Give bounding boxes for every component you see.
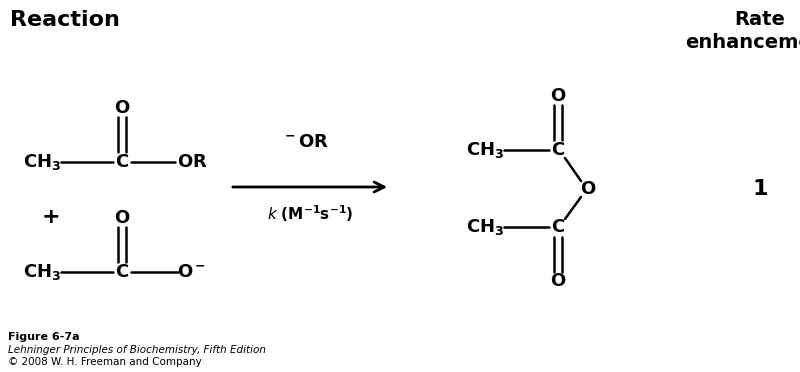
Text: $\mathbf{CH_3}$: $\mathbf{CH_3}$	[23, 152, 61, 172]
Text: $\mathbf{O}$: $\mathbf{O}$	[114, 209, 130, 227]
Text: $\mathbf{CH_3}$: $\mathbf{CH_3}$	[466, 217, 504, 237]
Text: Reaction: Reaction	[10, 10, 120, 30]
Text: $\mathbf{C}$: $\mathbf{C}$	[115, 153, 129, 171]
Text: $\mathbf{C}$: $\mathbf{C}$	[551, 141, 565, 159]
Text: $\mathbf{O}$: $\mathbf{O}$	[550, 272, 566, 290]
Text: 1: 1	[752, 179, 768, 199]
Text: $\mathbf{C}$: $\mathbf{C}$	[115, 263, 129, 281]
Text: $\mathbf{{}^-OR}$: $\mathbf{{}^-OR}$	[282, 133, 329, 151]
Text: Rate
enhancement: Rate enhancement	[685, 10, 800, 52]
Text: $\mathbf{CH_3}$: $\mathbf{CH_3}$	[466, 140, 504, 160]
Text: Figure 6-7a: Figure 6-7a	[8, 332, 80, 342]
Text: $\mathbf{O}$: $\mathbf{O}$	[114, 99, 130, 117]
Text: $\mathbf{C}$: $\mathbf{C}$	[551, 218, 565, 236]
Text: Lehninger Principles of Biochemistry, Fifth Edition: Lehninger Principles of Biochemistry, Fi…	[8, 345, 266, 355]
Text: $\mathit{k}\ \mathbf{(M^{-1}s^{-1})}$: $\mathit{k}\ \mathbf{(M^{-1}s^{-1})}$	[266, 203, 354, 224]
Text: $\mathbf{O}$: $\mathbf{O}$	[580, 180, 596, 198]
Text: $\mathbf{O^-}$: $\mathbf{O^-}$	[178, 263, 206, 281]
Text: $\mathbf{CH_3}$: $\mathbf{CH_3}$	[23, 262, 61, 282]
Text: $\mathbf{OR}$: $\mathbf{OR}$	[177, 153, 207, 171]
Text: $\mathbf{+}$: $\mathbf{+}$	[41, 207, 59, 227]
Text: $\mathbf{O}$: $\mathbf{O}$	[550, 87, 566, 105]
Text: © 2008 W. H. Freeman and Company: © 2008 W. H. Freeman and Company	[8, 357, 202, 367]
